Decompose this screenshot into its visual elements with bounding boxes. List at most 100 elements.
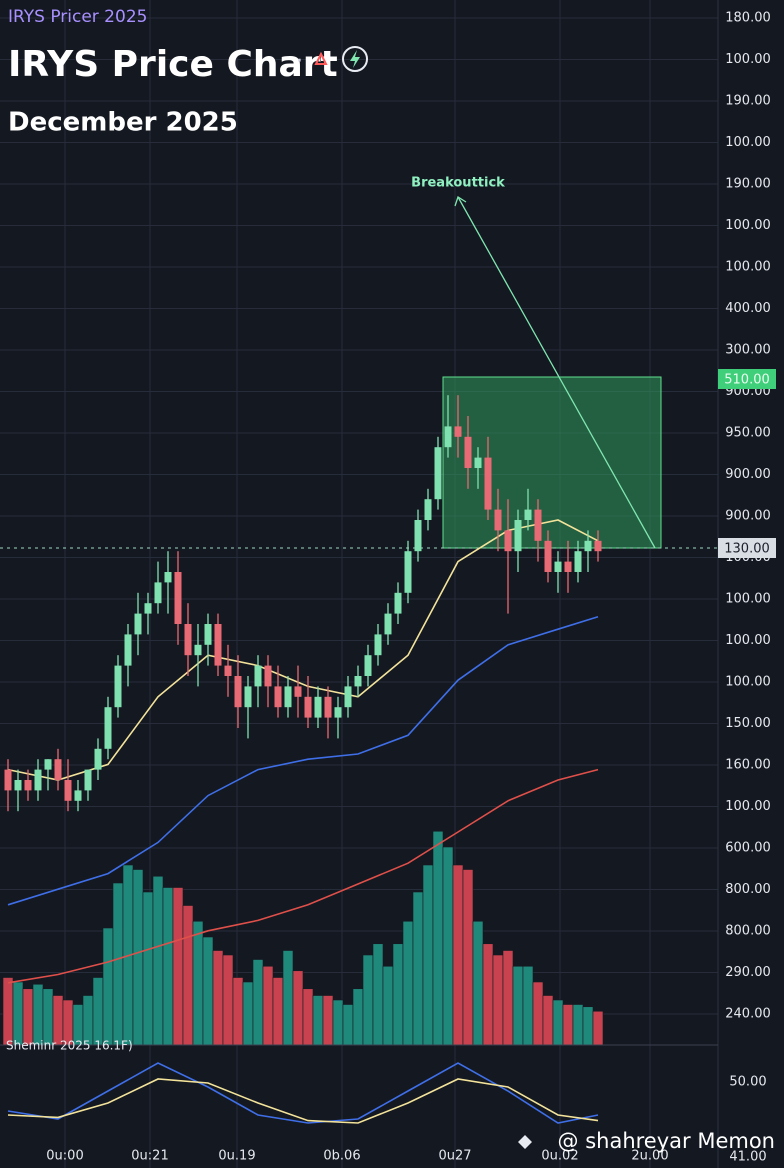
- volume-bar: [522, 965, 534, 1046]
- watermark-icon: [518, 1135, 532, 1149]
- title: IRYS Price Chart: [8, 44, 338, 85]
- volume-bar: [412, 891, 424, 1046]
- volume-bar: [112, 882, 124, 1046]
- time-label: 0u:00: [46, 1149, 83, 1164]
- candle-body: [254, 665, 262, 687]
- candle-body: [394, 592, 402, 614]
- candle-body: [374, 634, 382, 656]
- price-axis-label: 180.00: [725, 11, 771, 26]
- volume-bar: [132, 869, 144, 1046]
- flash-bolt: [350, 50, 360, 68]
- volume-bar: [392, 943, 404, 1046]
- last-tag: [718, 538, 776, 558]
- date: December 2025: [8, 108, 238, 138]
- volume-bar: [402, 920, 414, 1046]
- volume-bar: [232, 977, 244, 1046]
- candle-body: [334, 707, 342, 718]
- volume-bar: [162, 887, 174, 1046]
- candle-body: [304, 696, 312, 718]
- candle-body: [194, 644, 202, 656]
- candle-body: [214, 624, 222, 666]
- volume-bar: [592, 1010, 604, 1046]
- volume-bar: [512, 965, 524, 1046]
- price-axis-label: 100.00: [725, 135, 771, 150]
- volume-bar: [562, 1004, 574, 1046]
- candle-body: [404, 551, 412, 593]
- candle-body: [494, 509, 502, 531]
- price-axis-label: 150.00: [725, 716, 771, 731]
- candle-body: [454, 426, 462, 437]
- candle-body: [224, 665, 232, 676]
- volume-bar: [102, 927, 114, 1046]
- watermark: @ shahreyar Memon: [558, 1129, 775, 1153]
- volume-bar: [322, 995, 334, 1046]
- candle-body: [354, 676, 362, 687]
- candle-body: [424, 499, 432, 520]
- alert-icon: [314, 51, 328, 65]
- price-axis-label: 300.00: [725, 343, 771, 358]
- volume-bar: [362, 954, 374, 1046]
- oscillator-axis-label: 41.00: [729, 1150, 766, 1165]
- time-label: 0u.02: [541, 1149, 578, 1164]
- volume-bar: [2, 977, 14, 1046]
- price-axis-label: 100.00: [725, 799, 771, 814]
- candle-body: [284, 686, 292, 708]
- candle-body: [484, 457, 492, 510]
- candle-body: [554, 561, 562, 572]
- oscillator-line: [7, 1062, 599, 1124]
- volume-bar: [572, 1004, 584, 1046]
- price-axis-label: 190.00: [725, 177, 771, 192]
- volume-bar: [42, 988, 54, 1046]
- candle-body: [64, 780, 72, 801]
- candle-body: [564, 561, 572, 572]
- dots-icon: ·: [296, 49, 303, 74]
- volume-bar: [552, 999, 564, 1046]
- price-axis-label: 100.00: [725, 633, 771, 648]
- volume-bar: [172, 887, 184, 1046]
- candle-body: [204, 624, 212, 645]
- time-axis: 0u:00 0u:21 0u.19 0b.06 0u27 0u.02 2u.00: [46, 1149, 668, 1164]
- candle-body: [464, 436, 472, 468]
- candle-body: [234, 676, 242, 708]
- volume-bar: [312, 995, 324, 1046]
- candle-body: [344, 686, 352, 708]
- volume-bar: [222, 954, 234, 1046]
- plot: [2, 395, 604, 1124]
- volume-bar: [182, 905, 194, 1046]
- candle-body: [434, 447, 442, 500]
- volume-bar: [92, 977, 104, 1046]
- volume-bar: [422, 864, 434, 1046]
- volume-bar: [282, 950, 294, 1046]
- volume-bar: [442, 846, 454, 1046]
- candle-body: [274, 686, 282, 708]
- volume-bar: [462, 869, 474, 1046]
- volume-bar: [472, 920, 484, 1046]
- volume-bar: [192, 920, 204, 1046]
- candle-body: [524, 509, 532, 520]
- candle-body: [164, 572, 172, 583]
- candle-body: [474, 457, 482, 468]
- candle-body: [4, 769, 12, 791]
- last-tag-label: 130.00: [724, 542, 770, 557]
- oscillator-label: Sheminr 2025 16.1F): [6, 1039, 133, 1053]
- candle-body: [14, 780, 22, 791]
- moving-average: [7, 768, 599, 984]
- candle-body: [594, 540, 602, 552]
- arrow-head: [454, 196, 467, 207]
- time-label: 0b.06: [323, 1149, 360, 1164]
- volume-bar: [152, 875, 164, 1046]
- volume-bar: [332, 999, 344, 1046]
- volume-bar: [262, 965, 274, 1046]
- price-axis-label: 160.00: [725, 758, 771, 773]
- volume-bar: [22, 988, 34, 1046]
- volume-bar: [142, 891, 154, 1046]
- volume-bar: [372, 943, 384, 1046]
- axis-labels: 180.00 100.00 190.00 100.00 190.00 100.00 100.…: [725, 11, 771, 1022]
- subtitle: IRYS Pricer 2025: [8, 7, 147, 27]
- candle-body: [74, 790, 82, 801]
- candle-body: [324, 696, 332, 718]
- volume-bar: [382, 965, 394, 1046]
- candle-body: [264, 665, 272, 687]
- candle-body: [34, 769, 42, 791]
- price-axis-label: 100.00: [725, 52, 771, 67]
